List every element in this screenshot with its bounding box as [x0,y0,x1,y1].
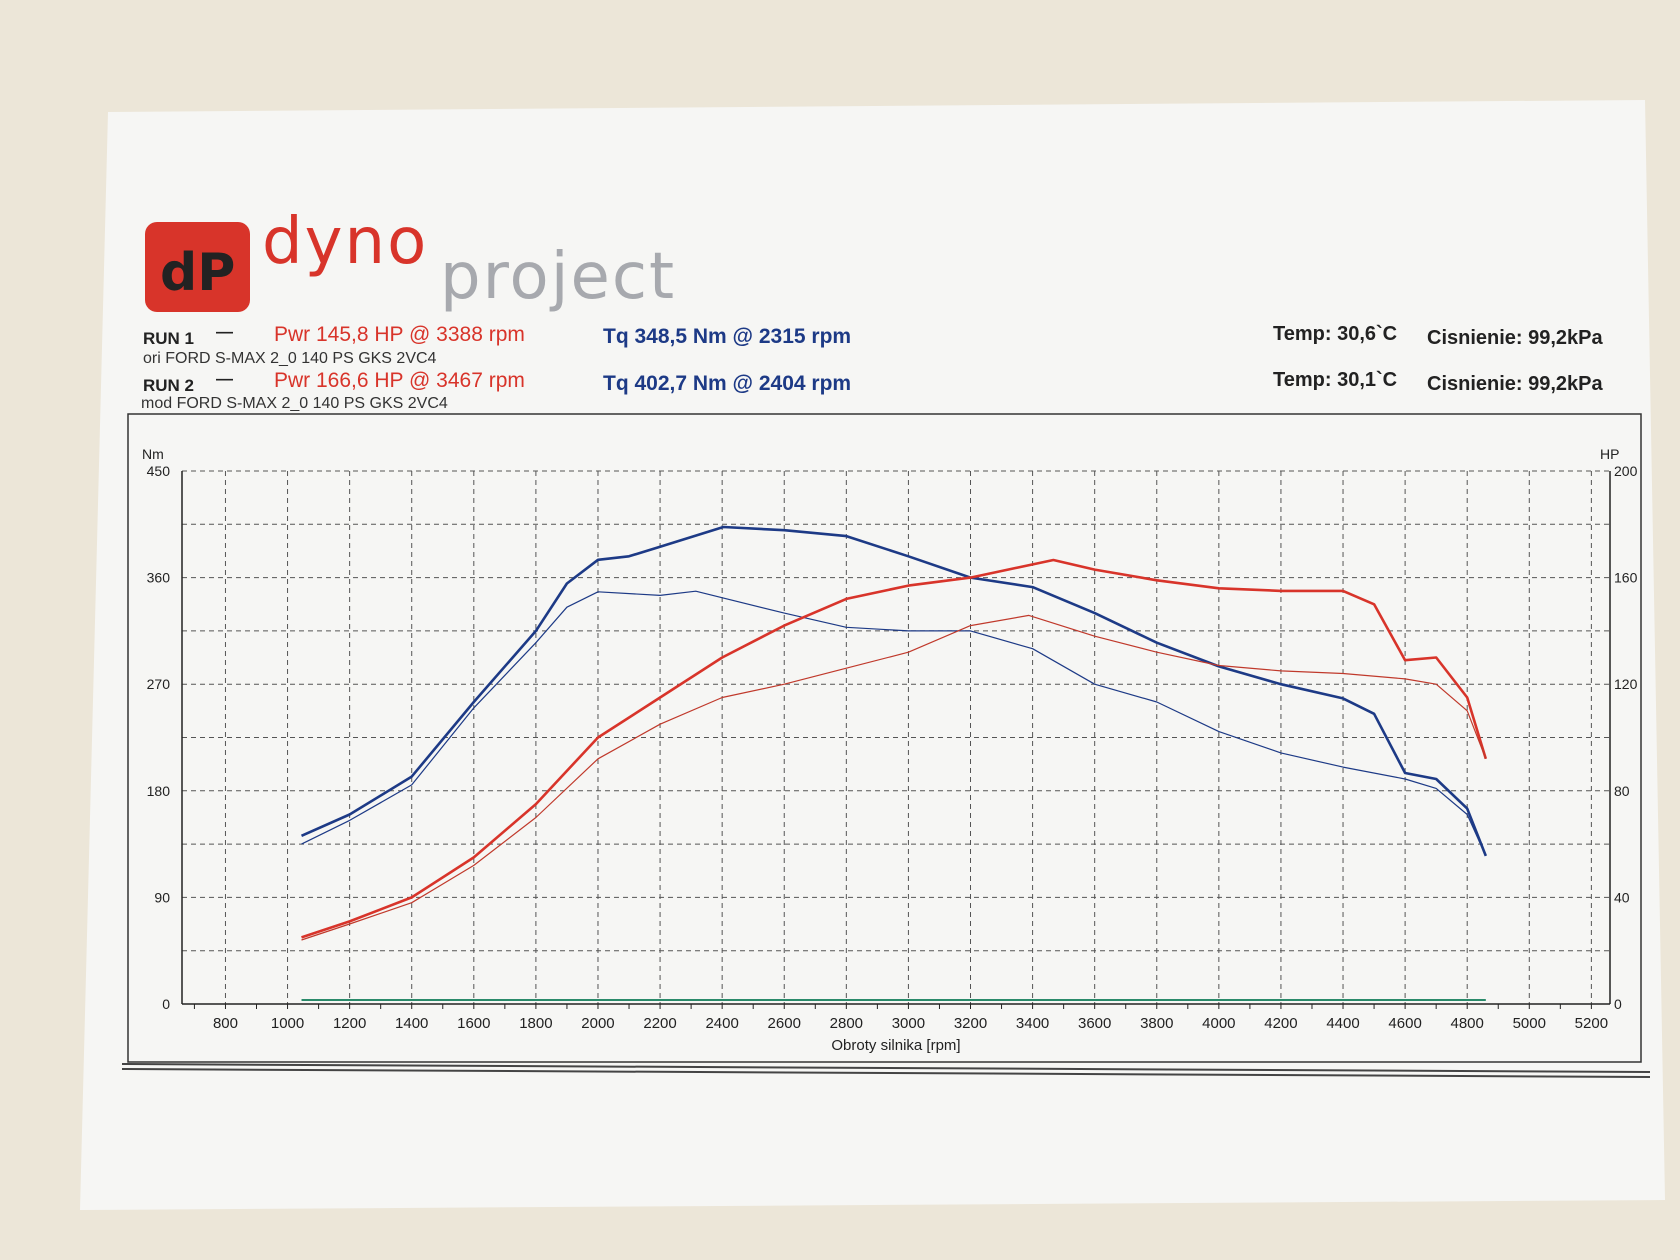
chart-bottom-rule [121,1068,1651,1078]
x-tick-label: 2800 [830,1015,863,1032]
logo-mark [145,222,250,312]
y-left-tick-label: 270 [147,676,171,692]
run2-description: mod FORD S-MAX 2_0 140 PS GKS 2VC4 [141,395,448,412]
x-tick-label: 4000 [1202,1015,1235,1032]
x-axis-title: Obroty silnika [rpm] [831,1037,960,1054]
logo-word-project: project [440,240,677,314]
run1-line-sample: — [216,322,233,341]
x-tick-label: 1800 [519,1015,552,1032]
y-right-tick-label: 160 [1614,570,1638,586]
x-tick-label: 3400 [1016,1015,1049,1032]
series-line-run-1-power [301,614,1487,941]
x-tick-label: 800 [213,1015,238,1032]
logo-mark-text: dP [160,243,235,303]
x-tick-label: 1200 [333,1015,366,1032]
x-tick-label: 1000 [271,1015,304,1032]
run2-label: RUN 2 [143,376,195,395]
chart-frame [127,413,1642,1063]
series-line-run-2-power [301,558,1488,939]
y-right-tick-label: 0 [1614,996,1622,1012]
x-tick-label: 3200 [954,1015,987,1032]
x-tick-label: 4600 [1388,1015,1421,1032]
run1-label: RUN 1 [143,329,195,348]
logo-word-dyno: dyno [262,205,429,279]
x-tick-label: 4400 [1326,1015,1359,1032]
run2-pressure: Cisnienie: 99,2kPa [1427,373,1603,395]
x-tick-label: 1600 [457,1015,490,1032]
y-left-tick-label: 450 [147,463,171,479]
x-tick-label: 2000 [581,1015,614,1032]
run2-torque: Tq 402,7 Nm @ 2404 rpm [603,372,852,395]
series-line-run-1-torque [301,590,1487,857]
x-tick-label: 3000 [892,1015,925,1032]
x-tick-label: 2200 [643,1015,676,1032]
run2-temp: Temp: 30,1`C [1273,369,1398,391]
x-tick-label: 5200 [1575,1015,1608,1032]
run1-torque: Tq 348,5 Nm @ 2315 rpm [603,325,852,348]
x-tick-label: 4200 [1264,1015,1297,1032]
y-left-axis-title: Nm [142,446,164,462]
paper-background [80,100,1665,1210]
y-left-tick-label: 90 [154,889,170,905]
y-right-tick-label: 200 [1614,463,1638,479]
run1-pressure: Cisnienie: 99,2kPa [1427,327,1603,349]
x-tick-label: 1400 [395,1015,428,1032]
y-right-tick-label: 120 [1614,676,1638,692]
y-left-tick-label: 180 [147,783,171,799]
chart-bottom-rule [121,1063,1651,1073]
y-left-tick-label: 0 [162,996,170,1012]
y-right-tick-label: 40 [1614,889,1630,905]
y-left-tick-label: 360 [147,570,171,586]
x-tick-label: 2600 [768,1015,801,1032]
run1-description: ori FORD S-MAX 2_0 140 PS GKS 2VC4 [143,350,437,367]
x-tick-label: 3800 [1140,1015,1173,1032]
run1-power: Pwr 145,8 HP @ 3388 rpm [274,323,525,346]
y-right-axis-title: HP [1600,446,1619,462]
run2-line-sample: — [216,369,233,388]
x-tick-label: 4800 [1451,1015,1484,1032]
y-right-tick-label: 80 [1614,783,1630,799]
x-tick-label: 2400 [705,1015,738,1032]
run2-power: Pwr 166,6 HP @ 3467 rpm [274,369,525,392]
run1-temp: Temp: 30,6`C [1273,323,1398,345]
x-tick-label: 5000 [1513,1015,1546,1032]
series-line-run-2-torque [300,525,1488,857]
x-tick-label: 3600 [1078,1015,1111,1032]
